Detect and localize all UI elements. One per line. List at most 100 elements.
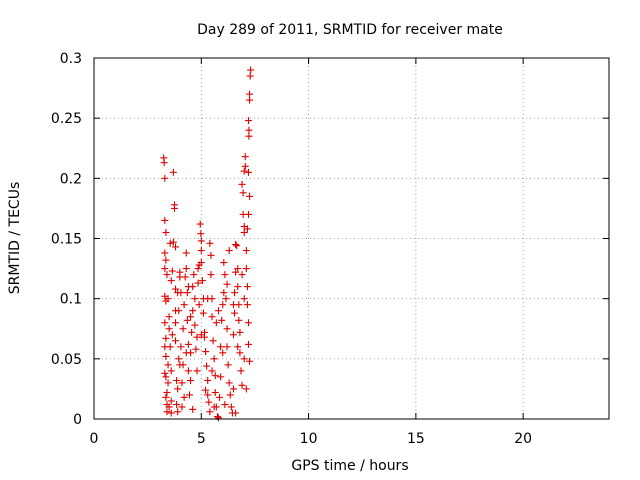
data-point xyxy=(210,403,218,411)
data-point xyxy=(188,328,196,336)
data-point xyxy=(214,414,222,422)
data-point xyxy=(222,295,230,303)
data-point xyxy=(211,372,219,380)
data-point xyxy=(177,343,185,351)
y-tick-labels: 0 0.05 0.1 0.15 0.2 0.25 0.3 xyxy=(51,51,82,428)
data-point xyxy=(235,316,243,324)
data-point xyxy=(165,325,173,333)
data-point xyxy=(220,289,228,297)
data-point xyxy=(161,319,169,327)
data-point xyxy=(184,283,192,291)
data-point xyxy=(162,256,170,264)
data-point xyxy=(197,259,205,267)
data-point xyxy=(237,367,245,375)
data-point xyxy=(164,379,172,387)
data-point xyxy=(217,373,225,381)
data-point xyxy=(245,340,252,348)
data-point xyxy=(204,376,212,384)
data-point xyxy=(190,271,198,279)
data-point xyxy=(219,301,227,309)
data-point xyxy=(223,280,231,288)
data-point xyxy=(161,369,169,377)
data-point xyxy=(231,289,239,297)
data-point xyxy=(182,265,190,273)
data-point xyxy=(196,220,204,228)
data-point xyxy=(242,247,250,255)
data-point xyxy=(193,333,201,341)
data-point xyxy=(165,313,173,321)
data-point xyxy=(161,249,169,257)
data-point xyxy=(206,408,214,416)
data-point xyxy=(199,309,207,317)
data-point xyxy=(194,265,202,273)
data-point xyxy=(245,319,252,327)
data-point xyxy=(225,247,233,255)
data-point xyxy=(234,265,242,273)
data-point xyxy=(164,361,172,369)
data-point xyxy=(178,403,186,411)
data-point xyxy=(174,408,182,416)
data-point xyxy=(240,355,248,363)
data-point xyxy=(160,159,168,167)
data-point xyxy=(246,96,254,104)
data-point xyxy=(203,362,211,370)
data-point xyxy=(197,237,205,245)
data-point xyxy=(245,126,253,134)
data-point xyxy=(169,238,177,246)
y-tick-label: 0.2 xyxy=(60,171,82,187)
data-point xyxy=(166,343,174,351)
data-point xyxy=(233,242,241,250)
x-tick-label: 5 xyxy=(197,431,206,447)
data-point xyxy=(208,313,216,321)
data-point xyxy=(229,385,237,393)
data-point xyxy=(182,349,190,357)
data-point xyxy=(232,268,240,276)
data-point xyxy=(238,271,246,279)
data-point xyxy=(219,349,227,357)
data-point xyxy=(172,243,180,251)
data-point xyxy=(174,289,182,297)
x-tick-label: 10 xyxy=(300,431,318,447)
data-point xyxy=(205,398,213,406)
data-point xyxy=(204,391,212,399)
data-point xyxy=(168,267,176,275)
data-point xyxy=(184,340,192,348)
data-point xyxy=(163,271,171,279)
data-point xyxy=(225,379,233,387)
data-point xyxy=(184,367,192,375)
data-point xyxy=(211,389,219,397)
data-point xyxy=(224,361,232,369)
data-point xyxy=(241,162,249,170)
data-point xyxy=(202,348,210,356)
data-point xyxy=(197,247,205,255)
data-point xyxy=(183,316,191,324)
data-point xyxy=(246,357,254,365)
data-point xyxy=(187,376,195,384)
data-point xyxy=(231,309,239,317)
data-point xyxy=(169,168,177,176)
data-point xyxy=(183,289,191,297)
data-point xyxy=(192,345,200,353)
y-tick-label: 0 xyxy=(73,412,82,428)
data-point xyxy=(170,204,178,212)
data-point xyxy=(162,228,170,236)
data-point xyxy=(207,251,215,259)
data-point xyxy=(166,239,174,247)
data-point xyxy=(208,367,216,375)
data-point xyxy=(163,408,171,416)
data-point xyxy=(191,321,199,329)
data-points xyxy=(160,66,255,422)
data-point xyxy=(178,379,186,387)
data-point xyxy=(242,385,250,393)
x-tick-label: 15 xyxy=(407,431,425,447)
data-point xyxy=(240,228,248,236)
data-point xyxy=(240,167,248,175)
y-tick-label: 0.05 xyxy=(51,352,82,368)
data-point xyxy=(162,373,170,381)
data-point xyxy=(167,367,175,375)
data-point xyxy=(168,331,176,339)
data-point xyxy=(242,265,250,273)
data-point xyxy=(218,316,226,324)
x-tick-label: 0 xyxy=(90,431,99,447)
data-point xyxy=(214,307,222,315)
